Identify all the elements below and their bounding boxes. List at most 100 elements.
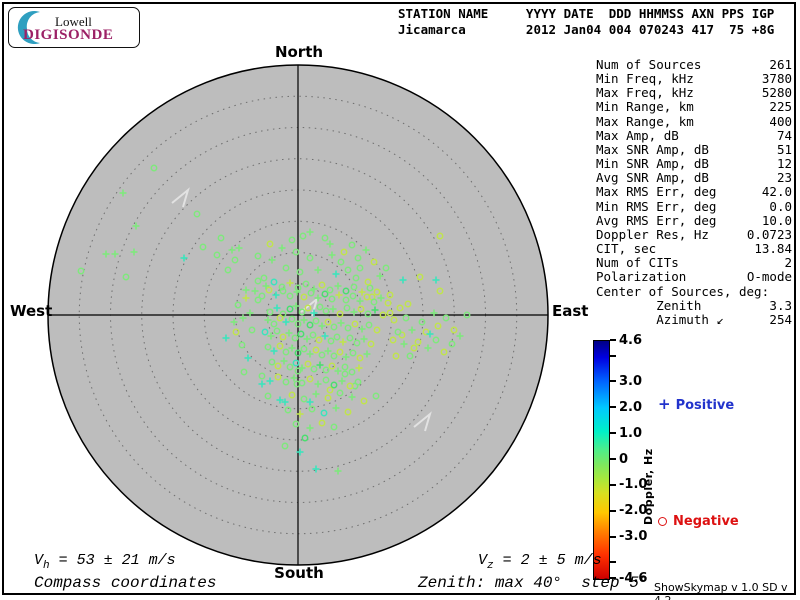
logo-lowell-text: Lowell bbox=[55, 14, 92, 29]
source-point-negative bbox=[404, 300, 412, 308]
source-point-negative bbox=[434, 322, 442, 330]
source-point-negative bbox=[307, 289, 315, 297]
source-point-negative bbox=[77, 267, 85, 275]
stat-row: Min Freq, kHz 3780 bbox=[596, 72, 792, 86]
source-point-negative bbox=[321, 234, 329, 242]
stat-row: Avg SNR Amp, dB 23 bbox=[596, 171, 792, 185]
source-point-negative bbox=[254, 296, 262, 304]
source-point-negative bbox=[302, 280, 310, 288]
stat-label: Doppler Res, Hz bbox=[596, 226, 709, 242]
legend-negative: Negative bbox=[658, 514, 739, 529]
source-point-negative bbox=[326, 286, 334, 294]
source-point-negative bbox=[348, 241, 356, 249]
source-point-negative bbox=[291, 334, 299, 342]
digisonde-crescent-icon bbox=[17, 11, 40, 44]
source-point-negative bbox=[318, 419, 326, 427]
stat-value: 254 bbox=[769, 311, 792, 327]
stat-row: Min RMS Err, deg 0.0 bbox=[596, 199, 792, 214]
legend-negative-label: Negative bbox=[673, 514, 739, 529]
source-point-negative bbox=[336, 348, 344, 356]
stat-label: CIT, sec bbox=[596, 241, 657, 257]
source-point-negative bbox=[231, 256, 239, 264]
stat-value: 51 bbox=[776, 141, 792, 157]
source-point-negative bbox=[258, 292, 266, 300]
source-point-negative bbox=[264, 392, 272, 400]
stat-value: 5280 bbox=[761, 85, 792, 101]
source-point-negative bbox=[422, 328, 430, 336]
source-point-negative bbox=[330, 381, 338, 389]
source-point-negative bbox=[282, 378, 290, 386]
stat-row: Max Freq, kHz 5280 bbox=[596, 86, 792, 100]
compass-label-east: East bbox=[552, 302, 589, 320]
source-point-negative bbox=[312, 346, 320, 354]
source-point-negative bbox=[350, 283, 358, 291]
colorbar-tick bbox=[610, 354, 616, 357]
circle-marker-icon bbox=[658, 517, 667, 526]
source-point-negative bbox=[353, 339, 361, 347]
source-point-negative bbox=[304, 304, 312, 312]
stat-value: 10.0 bbox=[761, 212, 792, 228]
source-point-negative bbox=[298, 308, 306, 316]
source-point-negative bbox=[344, 408, 352, 416]
colorbar-tick-label: -3.0 bbox=[619, 529, 648, 545]
source-point-negative bbox=[320, 409, 328, 417]
source-point-negative bbox=[346, 334, 354, 342]
colorbar-axis-label: Doppler, Hz bbox=[642, 448, 655, 525]
source-point-negative bbox=[284, 406, 292, 414]
source-point-negative bbox=[288, 236, 296, 244]
source-point-negative bbox=[286, 363, 294, 371]
stat-value: O-mode bbox=[746, 269, 792, 285]
source-point-negative bbox=[270, 278, 278, 286]
source-point-negative bbox=[232, 328, 240, 336]
source-point-negative bbox=[224, 266, 232, 274]
source-point-negative bbox=[318, 351, 326, 359]
source-point-negative bbox=[286, 305, 294, 313]
source-point-negative bbox=[432, 336, 440, 344]
source-point-negative bbox=[389, 336, 397, 344]
source-point-negative bbox=[436, 287, 444, 295]
source-point-negative bbox=[306, 375, 314, 383]
colorbar-tick bbox=[610, 406, 616, 409]
colorbar-tick-label: 0 bbox=[619, 451, 629, 467]
stat-label: Max Freq, kHz bbox=[596, 85, 694, 101]
stat-row: Min SNR Amp, dB 12 bbox=[596, 156, 792, 172]
source-point-negative bbox=[292, 420, 300, 428]
direction-arrow-icon bbox=[171, 187, 190, 208]
source-point-negative bbox=[273, 327, 281, 335]
source-point-negative bbox=[346, 382, 354, 390]
version-text: ShowSkymap v 1.0 SD v 4.2 bbox=[654, 581, 788, 600]
source-point-negative bbox=[324, 394, 332, 402]
stat-value: 12 bbox=[776, 156, 792, 172]
header-column-titles: STATION NAME YYYY DATE DDD HHMMSS AXN PP… bbox=[398, 6, 775, 21]
colorbar-tick-label: 2.0 bbox=[619, 399, 643, 415]
stat-row: Min Range, km 225 bbox=[596, 100, 792, 114]
stat-value: 3.3 bbox=[769, 297, 792, 313]
source-point-negative bbox=[292, 359, 300, 367]
caption-zenith-range: Zenith: max 40° step 5° bbox=[418, 574, 649, 592]
source-point-negative bbox=[304, 360, 312, 368]
source-point-negative bbox=[315, 336, 323, 344]
source-point-negative bbox=[308, 405, 316, 413]
legend-positive: + Positive bbox=[658, 395, 734, 413]
header-station-values: Jicamarca 2012 Jan04 004 070243 417 75 +… bbox=[398, 22, 775, 37]
stat-row: Azimuth ↙ 254 bbox=[596, 311, 792, 327]
source-point-negative bbox=[299, 232, 307, 240]
source-point-negative bbox=[394, 328, 402, 336]
source-point-negative bbox=[328, 295, 336, 303]
source-point-negative bbox=[363, 293, 371, 301]
source-point-negative bbox=[278, 283, 286, 291]
stat-label: Avg RMS Err, deg bbox=[596, 212, 717, 228]
source-point-negative bbox=[310, 365, 318, 373]
source-point-negative bbox=[282, 348, 290, 356]
source-point-negative bbox=[382, 264, 390, 272]
source-point-negative bbox=[356, 264, 364, 272]
stat-label: Num of CITs bbox=[596, 255, 679, 271]
source-point-negative bbox=[300, 293, 308, 301]
source-point-negative bbox=[288, 315, 296, 323]
source-point-negative bbox=[298, 379, 306, 387]
source-point-negative bbox=[268, 358, 276, 366]
stat-value: 261 bbox=[769, 57, 792, 72]
stat-label: Polarization bbox=[596, 269, 687, 285]
